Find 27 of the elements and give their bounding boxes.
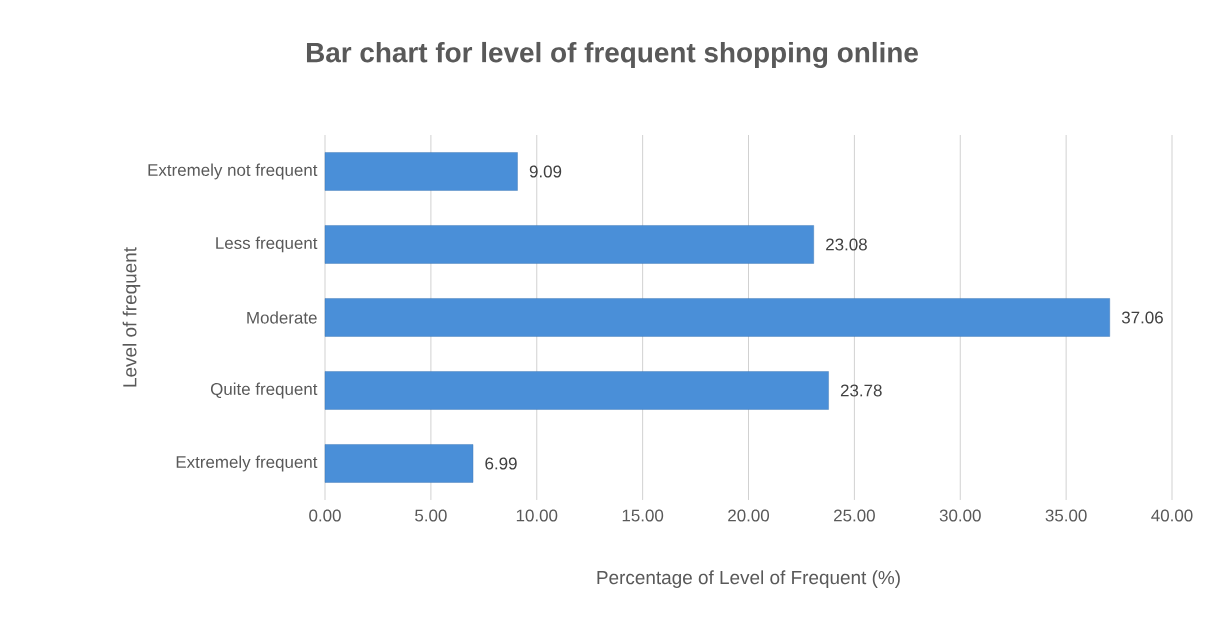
data-label: 23.08 xyxy=(826,238,867,251)
data-label: 9.09 xyxy=(529,165,562,178)
data-label: 23.78 xyxy=(840,384,882,397)
bar xyxy=(324,225,814,264)
x-tick-label: 40.00 xyxy=(1151,509,1193,522)
bar xyxy=(324,298,1110,337)
bar xyxy=(324,444,474,483)
x-tick-label: 25.00 xyxy=(834,509,875,522)
data-label: 6.99 xyxy=(485,457,517,470)
x-tick-label: 15.00 xyxy=(622,509,664,522)
y-tick-label: Quite frequent xyxy=(210,382,318,399)
y-tick-label: Extremely frequent xyxy=(176,455,318,472)
y-tick-label: Less frequent xyxy=(216,236,318,253)
data-label: 37.06 xyxy=(1121,311,1163,324)
x-tick-label: 5.00 xyxy=(415,509,447,522)
x-axis-title: Percentage of Level of Frequent (%) xyxy=(597,570,900,588)
bar xyxy=(324,152,518,191)
y-axis-title: Level of frequent xyxy=(122,247,141,387)
chart-title: Bar chart for level of frequent shopping online xyxy=(306,41,918,69)
x-tick-label: 10.00 xyxy=(516,509,558,522)
x-tick-label: 0.00 xyxy=(309,509,341,522)
x-tick-label: 20.00 xyxy=(728,509,770,522)
x-tick-label: 30.00 xyxy=(939,509,981,522)
y-tick-label: Extremely not frequent xyxy=(148,163,318,180)
y-tick-label: Moderate xyxy=(247,311,317,324)
x-tick-label: 35.00 xyxy=(1045,509,1087,522)
bar xyxy=(324,371,829,410)
